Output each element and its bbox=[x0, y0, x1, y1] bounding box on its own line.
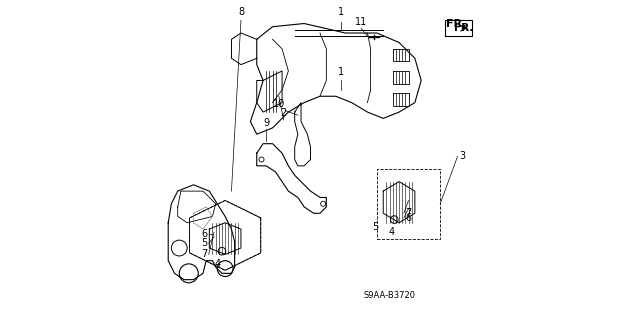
Text: 11: 11 bbox=[355, 17, 367, 27]
Text: 1: 1 bbox=[337, 7, 344, 17]
Text: 8: 8 bbox=[238, 7, 244, 17]
Text: 3: 3 bbox=[459, 151, 465, 161]
Text: 6: 6 bbox=[202, 229, 208, 239]
Text: 2: 2 bbox=[280, 108, 287, 118]
Text: 7: 7 bbox=[202, 249, 208, 259]
Text: 7: 7 bbox=[405, 208, 412, 218]
Text: 4: 4 bbox=[214, 259, 220, 269]
Text: 5: 5 bbox=[202, 238, 208, 248]
FancyBboxPatch shape bbox=[445, 20, 472, 36]
Text: 6: 6 bbox=[405, 213, 412, 223]
Text: 1: 1 bbox=[337, 67, 344, 77]
Text: 9: 9 bbox=[263, 118, 269, 128]
Text: 10: 10 bbox=[273, 99, 285, 109]
FancyBboxPatch shape bbox=[377, 169, 440, 239]
Text: S9AA-B3720: S9AA-B3720 bbox=[364, 291, 415, 300]
Text: 4: 4 bbox=[388, 227, 394, 237]
Text: FR.: FR. bbox=[454, 23, 474, 33]
Text: FR.: FR. bbox=[445, 19, 466, 28]
Text: 5: 5 bbox=[372, 222, 378, 233]
